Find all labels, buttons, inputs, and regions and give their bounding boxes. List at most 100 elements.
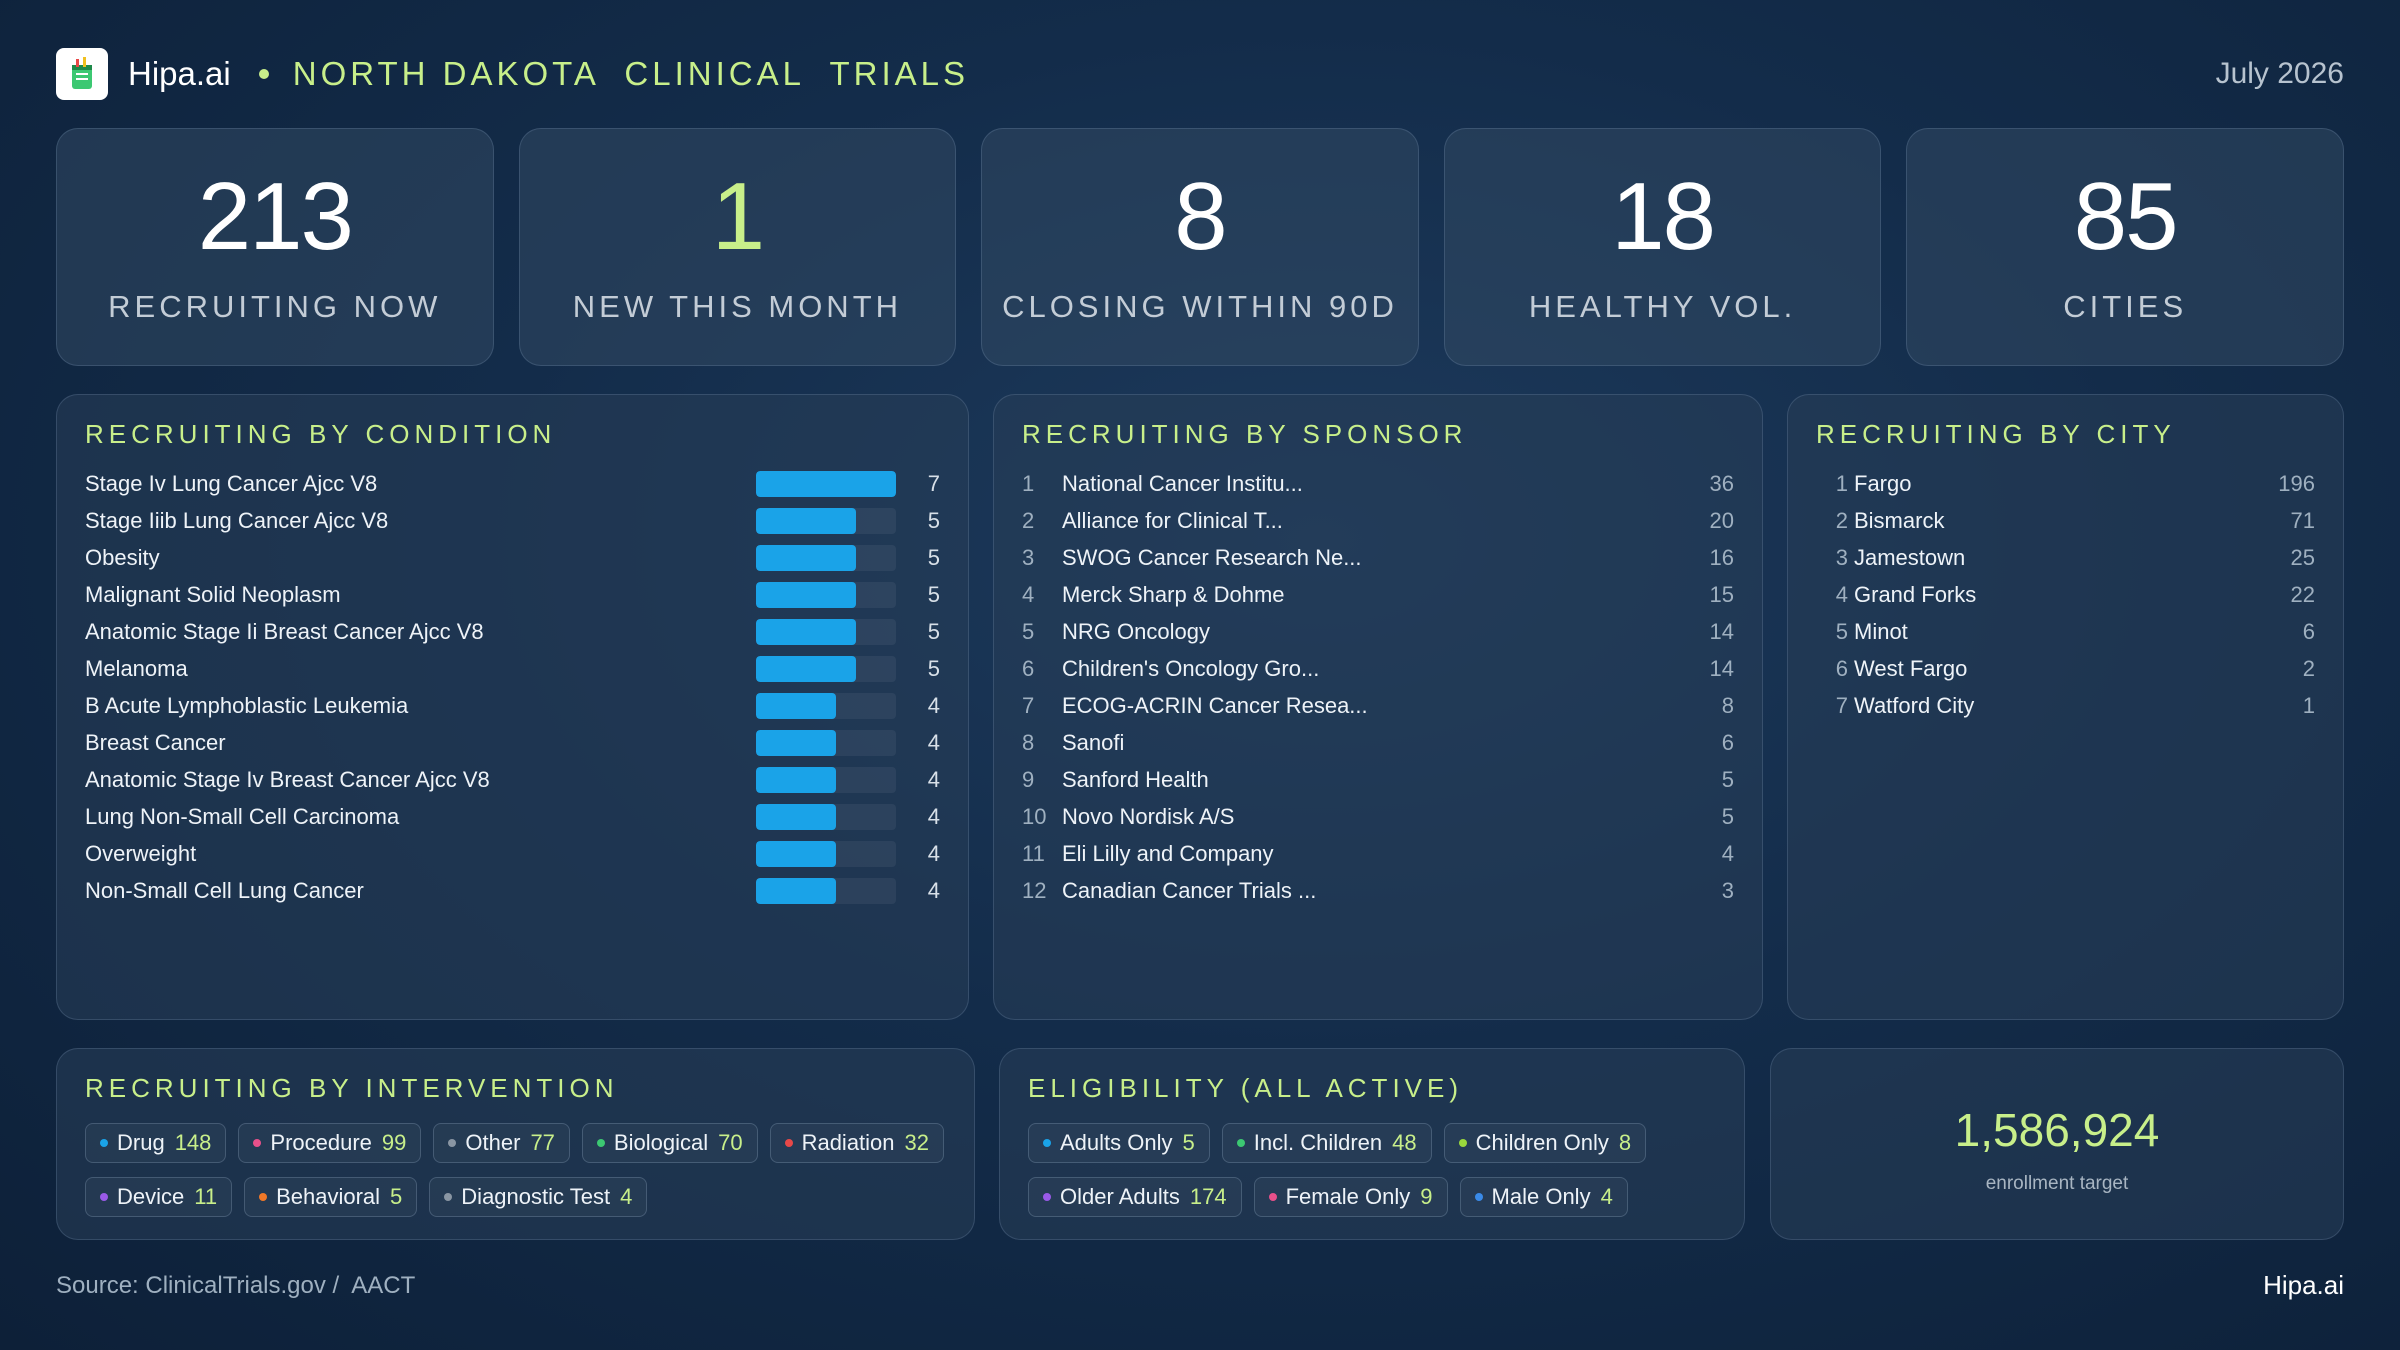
sponsor-rank: 8	[1022, 729, 1035, 755]
stat-label: CLOSING WITHIN 90D	[1002, 289, 1398, 324]
stat-value: 1	[711, 163, 765, 270]
condition-panel: RECRUITING BY CONDITION Stage Iv Lung Ca…	[56, 394, 969, 1020]
color-dot-icon	[1474, 1193, 1483, 1201]
color-dot-icon	[784, 1139, 793, 1147]
condition-name: Melanoma	[85, 655, 188, 681]
stat-label: RECRUITING NOW	[108, 289, 442, 324]
stat-card-closing: 8 CLOSING WITHIN 90D	[981, 128, 1419, 366]
city-count: 25	[2290, 544, 2315, 570]
city-rank: 6	[1835, 655, 1848, 681]
bar-track	[756, 877, 896, 904]
stat-card-cities: 85 CITIES	[1906, 128, 2344, 366]
stat-value: 8	[1174, 163, 1227, 270]
sponsor-rank: 7	[1022, 692, 1035, 718]
chip-count: 77	[530, 1130, 555, 1155]
sponsor-count: 14	[1709, 655, 1734, 681]
city-row: 4 Grand Forks 22	[1816, 576, 2315, 613]
intervention-chip: Radiation 32	[769, 1123, 945, 1163]
brand-name: Hipa.ai	[128, 55, 231, 92]
condition-count: 4	[927, 840, 940, 866]
stat-value: 85	[2073, 163, 2179, 270]
chip-count: 70	[718, 1130, 743, 1155]
chip-count: 9	[1420, 1184, 1433, 1209]
sponsor-name: Sanford Health	[1062, 766, 1209, 792]
panel-title: RECRUITING BY INTERVENTION	[85, 1073, 619, 1103]
bar-track	[756, 655, 896, 682]
condition-count: 5	[927, 581, 940, 607]
color-dot-icon	[1268, 1193, 1277, 1201]
stat-card-healthy: 18 HEALTHY VOL.	[1443, 128, 1882, 366]
chip-count: 11	[194, 1184, 218, 1209]
condition-count: 4	[927, 803, 940, 829]
bar-track	[756, 544, 896, 571]
enrollment-value: 1,586,924	[1954, 1104, 2160, 1156]
city-row: 2 Bismarck 71	[1816, 502, 2315, 539]
sponsor-rank: 10	[1022, 803, 1047, 829]
city-count: 1	[2302, 692, 2315, 718]
intervention-chip: Diagnostic Test 4	[429, 1177, 648, 1217]
separator-dot	[258, 69, 269, 79]
sponsor-count: 4	[1721, 840, 1734, 866]
report-date: July 2026	[2215, 57, 2344, 90]
sponsor-row: 2 Alliance for Clinical T... 20	[1022, 502, 1734, 539]
bar-track	[756, 581, 896, 608]
chip-label: Radiation	[801, 1130, 895, 1155]
chip-count: 8	[1618, 1130, 1632, 1155]
sponsor-rank: 4	[1022, 581, 1035, 607]
sponsor-count: 36	[1709, 470, 1734, 496]
sponsor-row: 9 Sanford Health 5	[1022, 761, 1734, 798]
condition-bar	[756, 877, 836, 904]
city-name: Minot	[1854, 618, 1908, 644]
condition-bar	[756, 470, 896, 497]
city-name: Fargo	[1854, 470, 1912, 496]
city-rank: 1	[1835, 470, 1848, 496]
city-name: Grand Forks	[1854, 581, 1977, 607]
chip-count: 5	[1182, 1130, 1195, 1155]
panel-title: RECRUITING BY CONDITION	[85, 419, 557, 449]
sponsor-row: 10 Novo Nordisk A/S 5	[1022, 798, 1734, 835]
eligibility-chip: Older Adults 174	[1028, 1177, 1242, 1217]
condition-row: Breast Cancer 4	[85, 724, 940, 761]
condition-name: Malignant Solid Neoplasm	[85, 581, 341, 607]
intervention-chip: Drug 148	[85, 1123, 227, 1163]
sponsor-panel: RECRUITING BY SPONSOR 1 National Cancer I…	[993, 394, 1763, 1020]
condition-row: Lung Non-Small Cell Carcinoma 4	[85, 798, 940, 835]
sponsor-row: 7 ECOG-ACRIN Cancer Resea... 8	[1022, 687, 1734, 724]
panel-title: RECRUITING BY CITY	[1816, 419, 2176, 449]
chip-label: Adults Only	[1060, 1130, 1173, 1155]
city-name: Watford City	[1854, 692, 1975, 718]
enrollment-label: enrollment target	[1985, 1173, 2129, 1194]
condition-count: 4	[927, 729, 940, 755]
sponsor-rank: 6	[1022, 655, 1035, 681]
city-count: 2	[2302, 655, 2315, 681]
intervention-chip: Biological 70	[581, 1123, 758, 1163]
enrollment-panel: 1,586,924 enrollment target	[1770, 1048, 2344, 1240]
sponsor-rank: 3	[1022, 544, 1035, 570]
chip-label: Device	[117, 1184, 185, 1209]
chip-label: Procedure	[270, 1130, 372, 1155]
sponsor-name: Children's Oncology Gro...	[1062, 655, 1320, 681]
bar-track	[756, 618, 896, 645]
city-row: 6 West Fargo 2	[1816, 650, 2315, 687]
city-name: Bismarck	[1854, 507, 1945, 533]
color-dot-icon	[253, 1139, 262, 1147]
condition-row: Stage Iv Lung Cancer Ajcc V8 7	[85, 465, 940, 502]
intervention-chip: Other 77	[433, 1123, 570, 1163]
chip-label: Older Adults	[1060, 1184, 1180, 1209]
color-dot-icon	[1458, 1139, 1467, 1147]
condition-bar	[756, 803, 836, 830]
color-dot-icon	[100, 1139, 108, 1147]
sponsor-row: 3 SWOG Cancer Research Ne... 16	[1022, 539, 1734, 576]
chip-label: Children Only	[1475, 1130, 1609, 1155]
sponsor-list: 1 National Cancer Institu... 36 2 Alliance f…	[1022, 465, 1734, 909]
city-count: 22	[2290, 581, 2315, 607]
chip-label: Diagnostic Test	[461, 1184, 611, 1209]
city-count: 6	[2302, 618, 2315, 644]
color-dot-icon	[448, 1139, 457, 1147]
sponsor-name: Merck Sharp & Dohme	[1062, 581, 1285, 607]
city-rank: 7	[1835, 692, 1848, 718]
sponsor-name: Eli Lilly and Company	[1062, 840, 1274, 866]
eligibility-chip: Children Only 8	[1443, 1123, 1647, 1163]
intervention-chip: Device 11	[85, 1177, 233, 1217]
header: Hipa.ai NORTH DAKOTA CLINICAL TRIALS Jul…	[56, 46, 2344, 102]
